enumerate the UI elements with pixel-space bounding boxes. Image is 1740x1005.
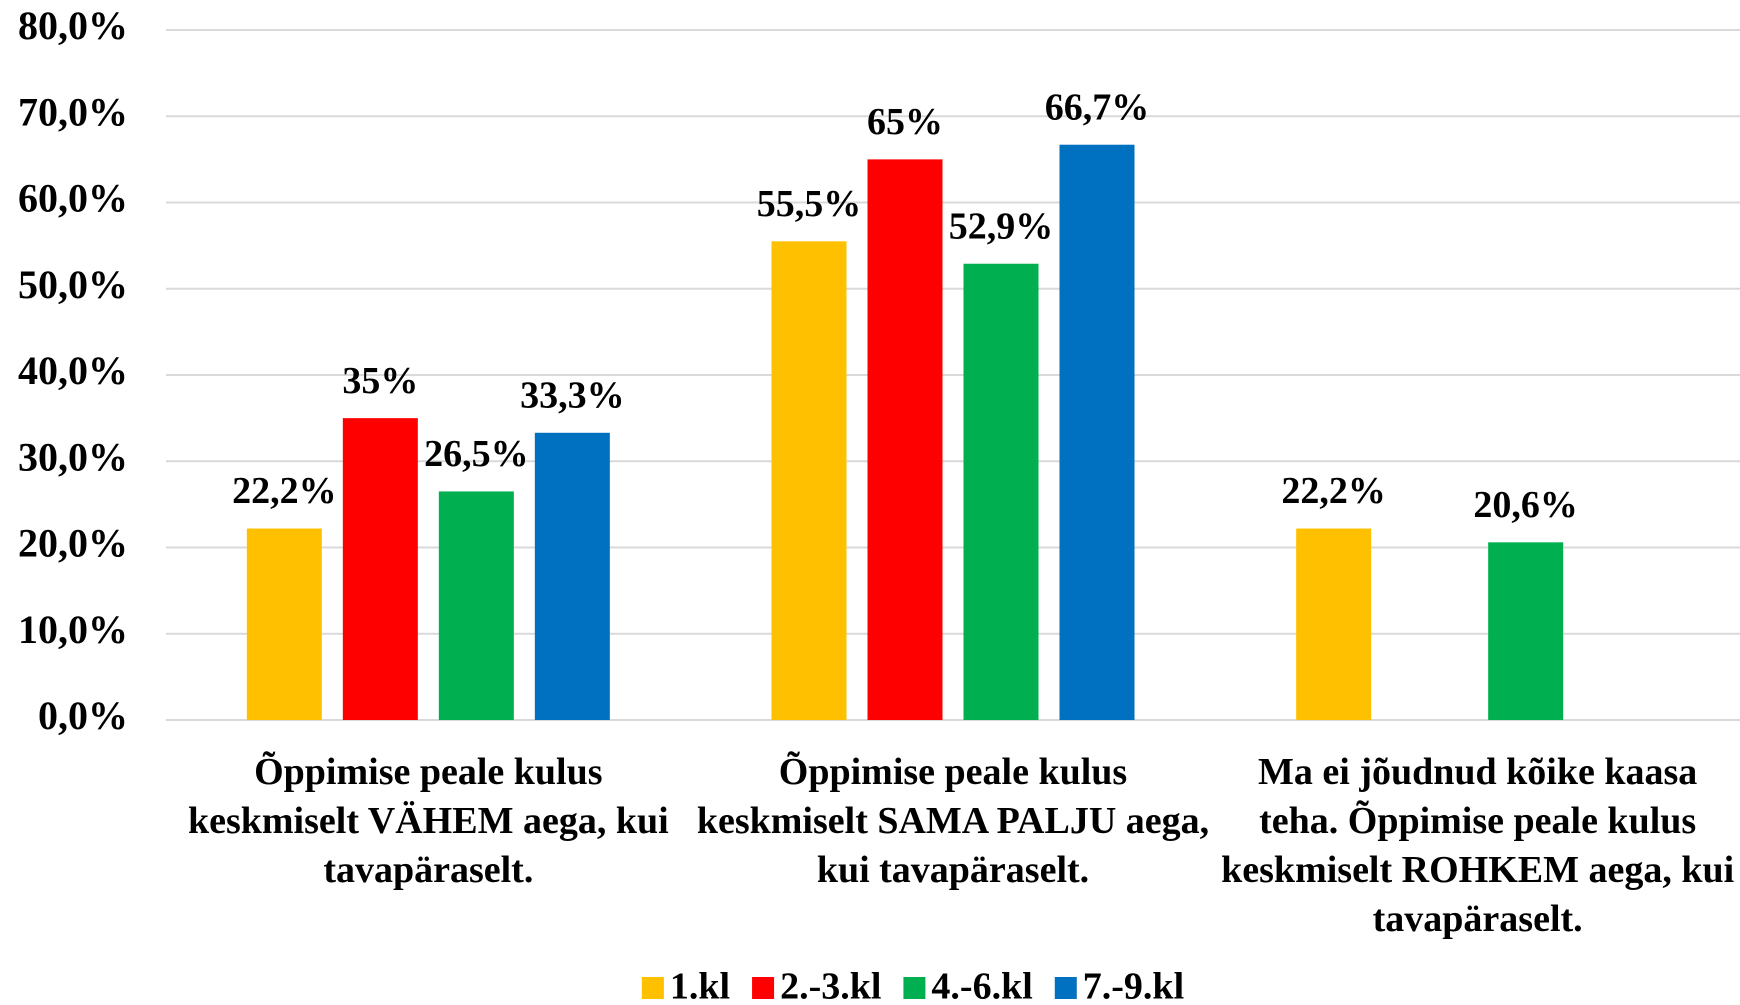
data-label: 66,7% bbox=[1045, 86, 1150, 128]
data-label: 33,3% bbox=[520, 375, 625, 417]
bar bbox=[534, 432, 610, 720]
y-tick-label: 70,0% bbox=[18, 89, 128, 134]
legend-label: 4.-6.kl bbox=[931, 966, 1032, 1005]
y-tick-label: 10,0% bbox=[18, 607, 128, 652]
x-tick-label: Ma ei jõudnud kõike kaasa teha. Õppimise… bbox=[1221, 751, 1735, 940]
y-tick-label: 30,0% bbox=[18, 434, 128, 479]
data-label: 26,5% bbox=[424, 433, 529, 475]
y-tick-label: 60,0% bbox=[18, 176, 128, 221]
data-label: 55,5% bbox=[757, 183, 862, 225]
bar bbox=[963, 263, 1039, 720]
y-tick-label: 50,0% bbox=[18, 262, 128, 307]
legend-swatch bbox=[641, 977, 664, 999]
legend-label: 2.-3.kl bbox=[780, 966, 881, 1005]
legend-swatch bbox=[752, 977, 775, 999]
bar bbox=[867, 159, 943, 720]
data-label: 65% bbox=[867, 101, 943, 143]
y-tick-label: 20,0% bbox=[18, 521, 128, 566]
legend: 1.kl 2.-3.kl 4.-6.kl 7.-9.kl bbox=[641, 966, 1184, 1005]
data-label: 20,6% bbox=[1473, 484, 1578, 526]
bar bbox=[771, 241, 847, 720]
x-tick-label: Õppimise peale kulus keskmiselt VÄHEM ae… bbox=[187, 751, 669, 891]
data-label: 35% bbox=[342, 360, 418, 402]
legend-label: 7.-9.kl bbox=[1083, 966, 1184, 1005]
bar bbox=[342, 418, 418, 720]
bar bbox=[1488, 542, 1564, 720]
bar bbox=[1296, 528, 1372, 720]
legend-swatch bbox=[1054, 977, 1077, 999]
y-tick-label: 80,0% bbox=[18, 3, 128, 48]
bar bbox=[438, 491, 514, 720]
y-tick-label: 40,0% bbox=[18, 348, 128, 393]
legend-swatch bbox=[903, 977, 926, 999]
legend-label: 1.kl bbox=[670, 966, 730, 1005]
data-label: 52,9% bbox=[949, 205, 1054, 247]
data-label: 22,2% bbox=[232, 470, 337, 512]
bar bbox=[246, 528, 322, 720]
x-tick-label: Õppimise peale kulus keskmiselt SAMA PAL… bbox=[696, 751, 1210, 891]
y-tick-label: 0,0% bbox=[38, 693, 128, 738]
bar bbox=[1059, 144, 1135, 720]
data-label: 22,2% bbox=[1281, 470, 1386, 512]
